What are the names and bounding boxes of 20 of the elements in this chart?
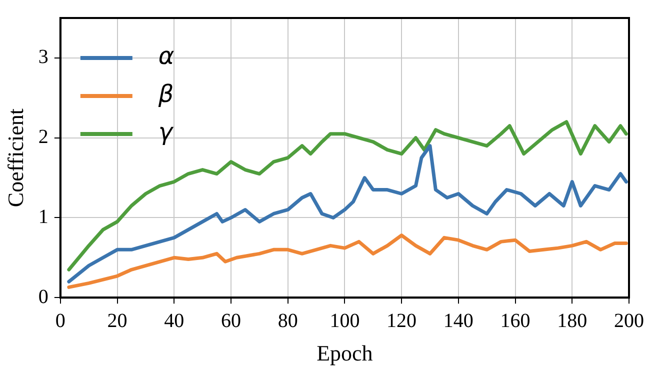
legend-label: α — [158, 42, 174, 70]
x-tick-label: 100 — [330, 310, 360, 332]
legend-label: β — [157, 80, 174, 108]
y-tick-label: 3 — [38, 46, 48, 68]
x-tick-label: 40 — [164, 310, 184, 332]
x-tick-label: 120 — [386, 310, 417, 332]
y-tick-label: 2 — [38, 126, 48, 148]
y-tick-label: 1 — [38, 206, 48, 228]
x-tick-label: 160 — [500, 310, 530, 332]
x-tick-label: 140 — [443, 310, 474, 332]
legend-label: γ — [158, 118, 174, 146]
y-tick-label: 0 — [38, 286, 48, 308]
x-axis-title: Epoch — [316, 340, 373, 366]
x-tick-label: 80 — [278, 310, 298, 332]
x-tick-label: 60 — [220, 310, 241, 332]
x-tick-label: 200 — [614, 310, 644, 332]
y-axis-title: Coefficient — [2, 108, 28, 208]
x-tick-label: 20 — [107, 310, 128, 332]
x-tick-label: 180 — [557, 310, 588, 332]
x-tick-label: 0 — [55, 310, 66, 332]
